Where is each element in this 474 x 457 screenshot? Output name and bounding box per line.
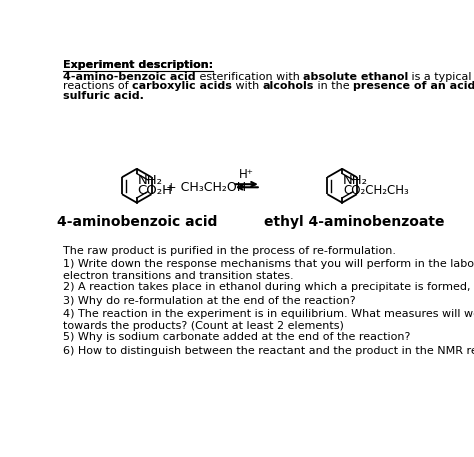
Text: 5) Why is sodium carbonate added at the end of the reaction?: 5) Why is sodium carbonate added at the …: [63, 332, 410, 342]
Text: H⁺: H⁺: [239, 168, 254, 181]
Text: 3) Why do re-formulation at the end of the reaction?: 3) Why do re-formulation at the end of t…: [63, 296, 356, 306]
Text: + CH₃CH₂OH: + CH₃CH₂OH: [166, 181, 246, 194]
Text: CO₂CH₂CH₃: CO₂CH₂CH₃: [343, 184, 409, 197]
Text: CO₂H: CO₂H: [137, 184, 173, 197]
Text: 6) How to distinguish between the reactant and the product in the NMR reaction a: 6) How to distinguish between the reacta…: [63, 346, 474, 356]
Text: Experiment description:: Experiment description:: [63, 60, 213, 70]
Text: is a typical example of the esterification: is a typical example of the esterificati…: [409, 72, 474, 82]
Text: 1) Write down the response mechanisms that you will perform in the laboratory. B: 1) Write down the response mechanisms th…: [63, 259, 474, 281]
Text: 4-amino-benzoic acid: 4-amino-benzoic acid: [63, 72, 196, 82]
Text: absolute ethanol: absolute ethanol: [303, 72, 409, 82]
Text: carboxylic acids: carboxylic acids: [132, 81, 232, 91]
Text: 4) The reaction in the experiment is in equilibrium. What measures will we take : 4) The reaction in the experiment is in …: [63, 309, 474, 331]
Text: NH₂: NH₂: [137, 174, 163, 187]
Text: Experiment description:: Experiment description:: [63, 60, 213, 70]
Text: 4-aminobenzoic acid: 4-aminobenzoic acid: [56, 215, 217, 229]
Text: with: with: [232, 81, 263, 91]
Text: in the: in the: [314, 81, 354, 91]
Text: sulfuric acid.: sulfuric acid.: [63, 91, 144, 101]
Text: alcohols: alcohols: [263, 81, 314, 91]
Text: 2) A reaction takes place in ethanol during which a precipitate is formed, what : 2) A reaction takes place in ethanol dur…: [63, 282, 474, 292]
Text: The raw product is purified in the process of re-formulation.: The raw product is purified in the proce…: [63, 246, 396, 256]
Text: reactions of: reactions of: [63, 81, 132, 91]
Text: ethyl 4-aminobenzoate: ethyl 4-aminobenzoate: [264, 215, 444, 229]
Text: esterification with: esterification with: [196, 72, 303, 82]
Text: NH₂: NH₂: [343, 174, 368, 187]
Text: presence of an acid catalyst: presence of an acid catalyst: [354, 81, 474, 91]
